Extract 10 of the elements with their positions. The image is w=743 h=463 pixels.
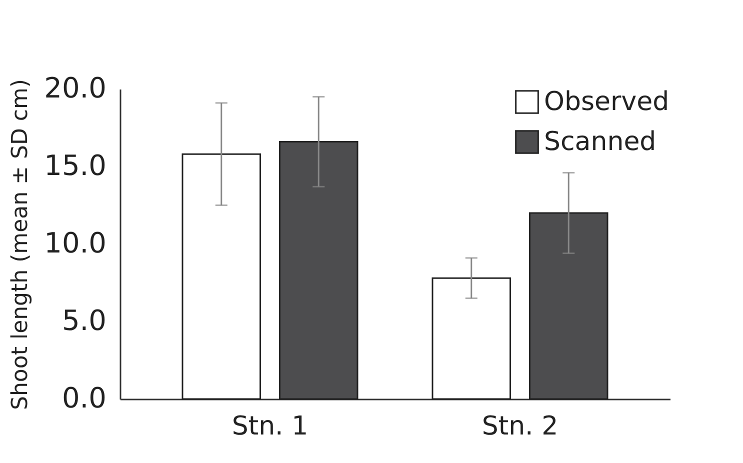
y-tick-label: 10.0 bbox=[44, 226, 106, 260]
legend-label: Observed bbox=[544, 87, 670, 117]
x-tick-label: Stn. 1 bbox=[232, 412, 308, 442]
y-tick-label: 15.0 bbox=[44, 149, 106, 182]
y-axis-title: Shoot length (mean ± SD cm) bbox=[8, 79, 34, 410]
legend-label: Scanned bbox=[544, 127, 656, 157]
y-tick-label: 0.0 bbox=[62, 382, 106, 414]
x-tick-label: Stn. 2 bbox=[482, 412, 558, 442]
y-tick-label: 5.0 bbox=[62, 304, 106, 337]
y-tick-label: 20.0 bbox=[44, 72, 106, 104]
